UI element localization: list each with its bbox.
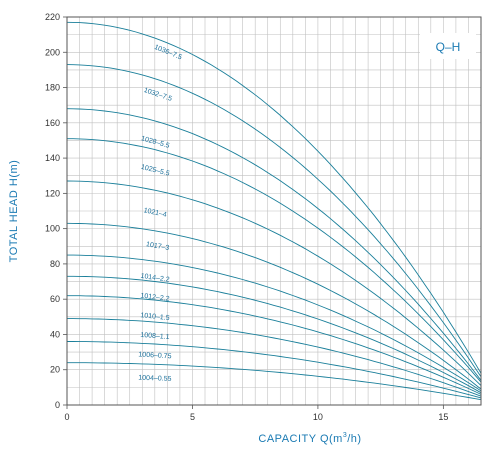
y-tick-label: 60 [50,294,60,304]
y-tick-label: 160 [45,118,60,128]
series-label: 1012–2.2 [140,292,170,302]
y-tick-label: 100 [45,224,60,234]
curve-labels: 1036–7.51032–7.51028–5.51025–5.51021–410… [138,44,183,383]
series-label: 1032–7.5 [143,87,173,103]
chart-curves [66,21,482,401]
series-line [66,108,482,381]
x-tick-label: 10 [313,412,323,422]
y-tick-label: 200 [45,47,60,57]
axis-ticks: 0 5 10 15 0 20 40 60 80 100 120 140 160 180 200 220 [45,12,448,422]
x-axis-label-superscript: 3 [343,432,347,439]
series-label: 1010–1.5 [140,312,170,322]
y-tick-label: 140 [45,153,60,163]
q-h-badge: Q–H [420,33,476,59]
series-label: 1004–0.55 [138,375,171,383]
y-tick-label: 80 [50,259,60,269]
series-line [67,295,482,395]
x-axis-label-main: CAPACITY Q(m [258,433,342,445]
series-label: 1021–4 [143,207,167,219]
x-tick-label: 15 [438,412,448,422]
series-line [66,222,482,390]
series-label: 1017–3 [145,241,169,252]
series-label: 1006–0.75 [138,351,172,360]
q-h-badge-box [420,33,476,59]
y-tick-label: 220 [45,12,60,22]
series-line [67,138,482,383]
y-axis-label: TOTAL HEAD H(m) [8,160,20,263]
y-tick-label: 0 [55,400,60,410]
series-line [67,318,482,397]
series-line [66,180,482,386]
chart-grid [67,17,481,405]
x-tick-label: 5 [190,412,195,422]
y-tick-label: 180 [45,83,60,93]
x-tick-label: 0 [64,412,69,422]
series-label: 1036–7.5 [153,44,183,62]
series-label: 1014–2.2 [140,273,170,284]
series-line [67,254,482,392]
series-line [66,64,482,378]
x-axis-label-tail: /h) [347,433,361,445]
q-h-badge-text: Q–H [436,40,461,54]
series-line [66,21,482,374]
series-line [67,341,482,399]
series-label: 1008–1.1 [140,332,170,341]
x-axis-label: CAPACITY Q(m3/h) [258,432,361,445]
y-tick-label: 20 [50,365,60,375]
series-line [67,275,482,394]
series-line [67,362,482,401]
y-tick-label: 40 [50,329,60,339]
y-tick-label: 120 [45,188,60,198]
chart-frame [66,16,482,406]
